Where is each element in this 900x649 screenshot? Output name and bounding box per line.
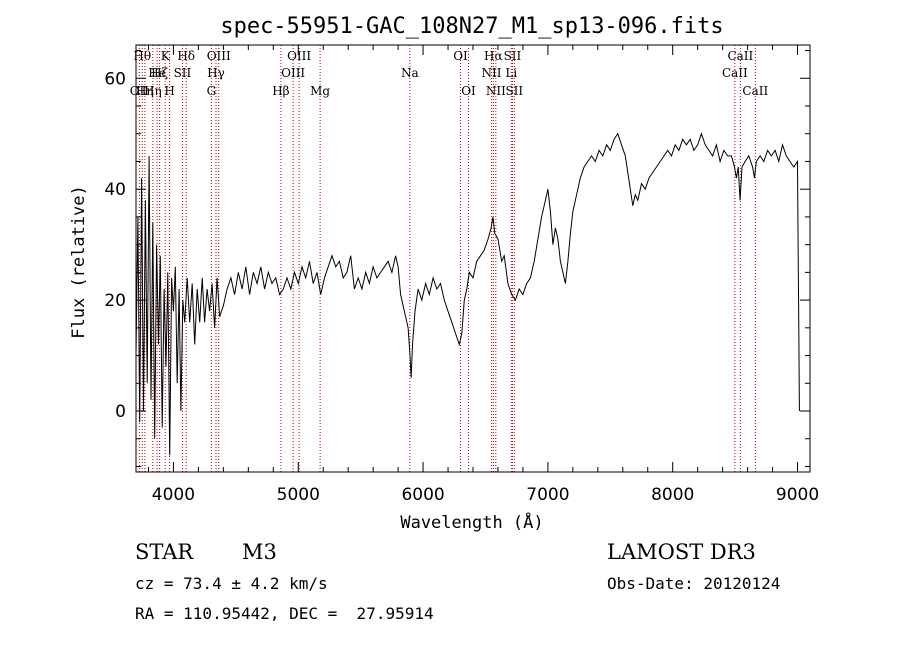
line-label: SII [174,66,192,80]
y-tick-label: 40 [104,180,126,200]
line-label: K [161,49,171,63]
line-label: OIII [287,49,311,63]
y-axis-label: Flux (relative) [69,185,89,339]
line-label: Na [401,66,419,80]
plot-frame [135,44,811,473]
x-tick-label: 4000 [152,485,195,505]
survey-release: LAMOST DR3 [607,540,756,564]
line-label: SII [505,84,523,98]
line-label: CaII [742,84,768,98]
line-label: NII [481,66,501,80]
axis-ticks: 4000 5000 6000 7000 8000 9000 0 20 40 60 [104,45,819,505]
line-label: Hβ [272,84,289,98]
line-label: He [148,66,166,80]
y-tick-label: 20 [104,291,126,311]
line-label: OIII [281,66,305,80]
line-label: OI [461,84,476,98]
line-label: Hζ [151,66,168,80]
line-label: Hθ [133,49,151,63]
redshift-cz: cz = 73.4 ± 4.2 km/s [135,574,328,593]
observation-date: Obs-Date: 20120124 [607,574,781,593]
line-label: SII [504,49,522,63]
x-tick-label: 6000 [401,485,444,505]
object-subclass: M3 [242,540,277,564]
chart-title: spec-55951-GAC_108N27_M1_sp13-096.fits [220,14,723,39]
line-label: CaII [727,49,753,63]
line-label: Mg [310,84,330,98]
spectrum-series [135,132,800,456]
line-label: G [207,84,217,98]
line-label: Hη [144,84,162,98]
object-class: STAR [135,540,194,564]
spectral-line-markers: OIIHθHηHηHeHζKHSIIHδGHγOIIIHβOIIIOIIIMgN… [130,45,768,472]
x-axis-label: Wavelength (Å) [400,511,543,533]
coordinates: RA = 110.95442, DEC = 27.95914 [135,604,434,623]
line-label: Hη [136,84,154,98]
line-label: H [164,84,174,98]
line-label: CaII [722,66,748,80]
line-label: NII [486,84,506,98]
y-tick-label: 60 [104,69,126,89]
line-label: OIII [207,49,231,63]
line-label: Hγ [207,66,225,80]
x-tick-label: 7000 [526,485,569,505]
spectrum-line [135,132,800,456]
x-tick-label: 5000 [277,485,320,505]
x-tick-label: 9000 [776,485,819,505]
line-label: Hα [484,49,503,63]
x-tick-label: 8000 [651,485,694,505]
line-label: Li [505,66,517,80]
line-label: Hδ [177,49,195,63]
line-label: OI [453,49,468,63]
y-tick-label: 0 [115,402,126,422]
